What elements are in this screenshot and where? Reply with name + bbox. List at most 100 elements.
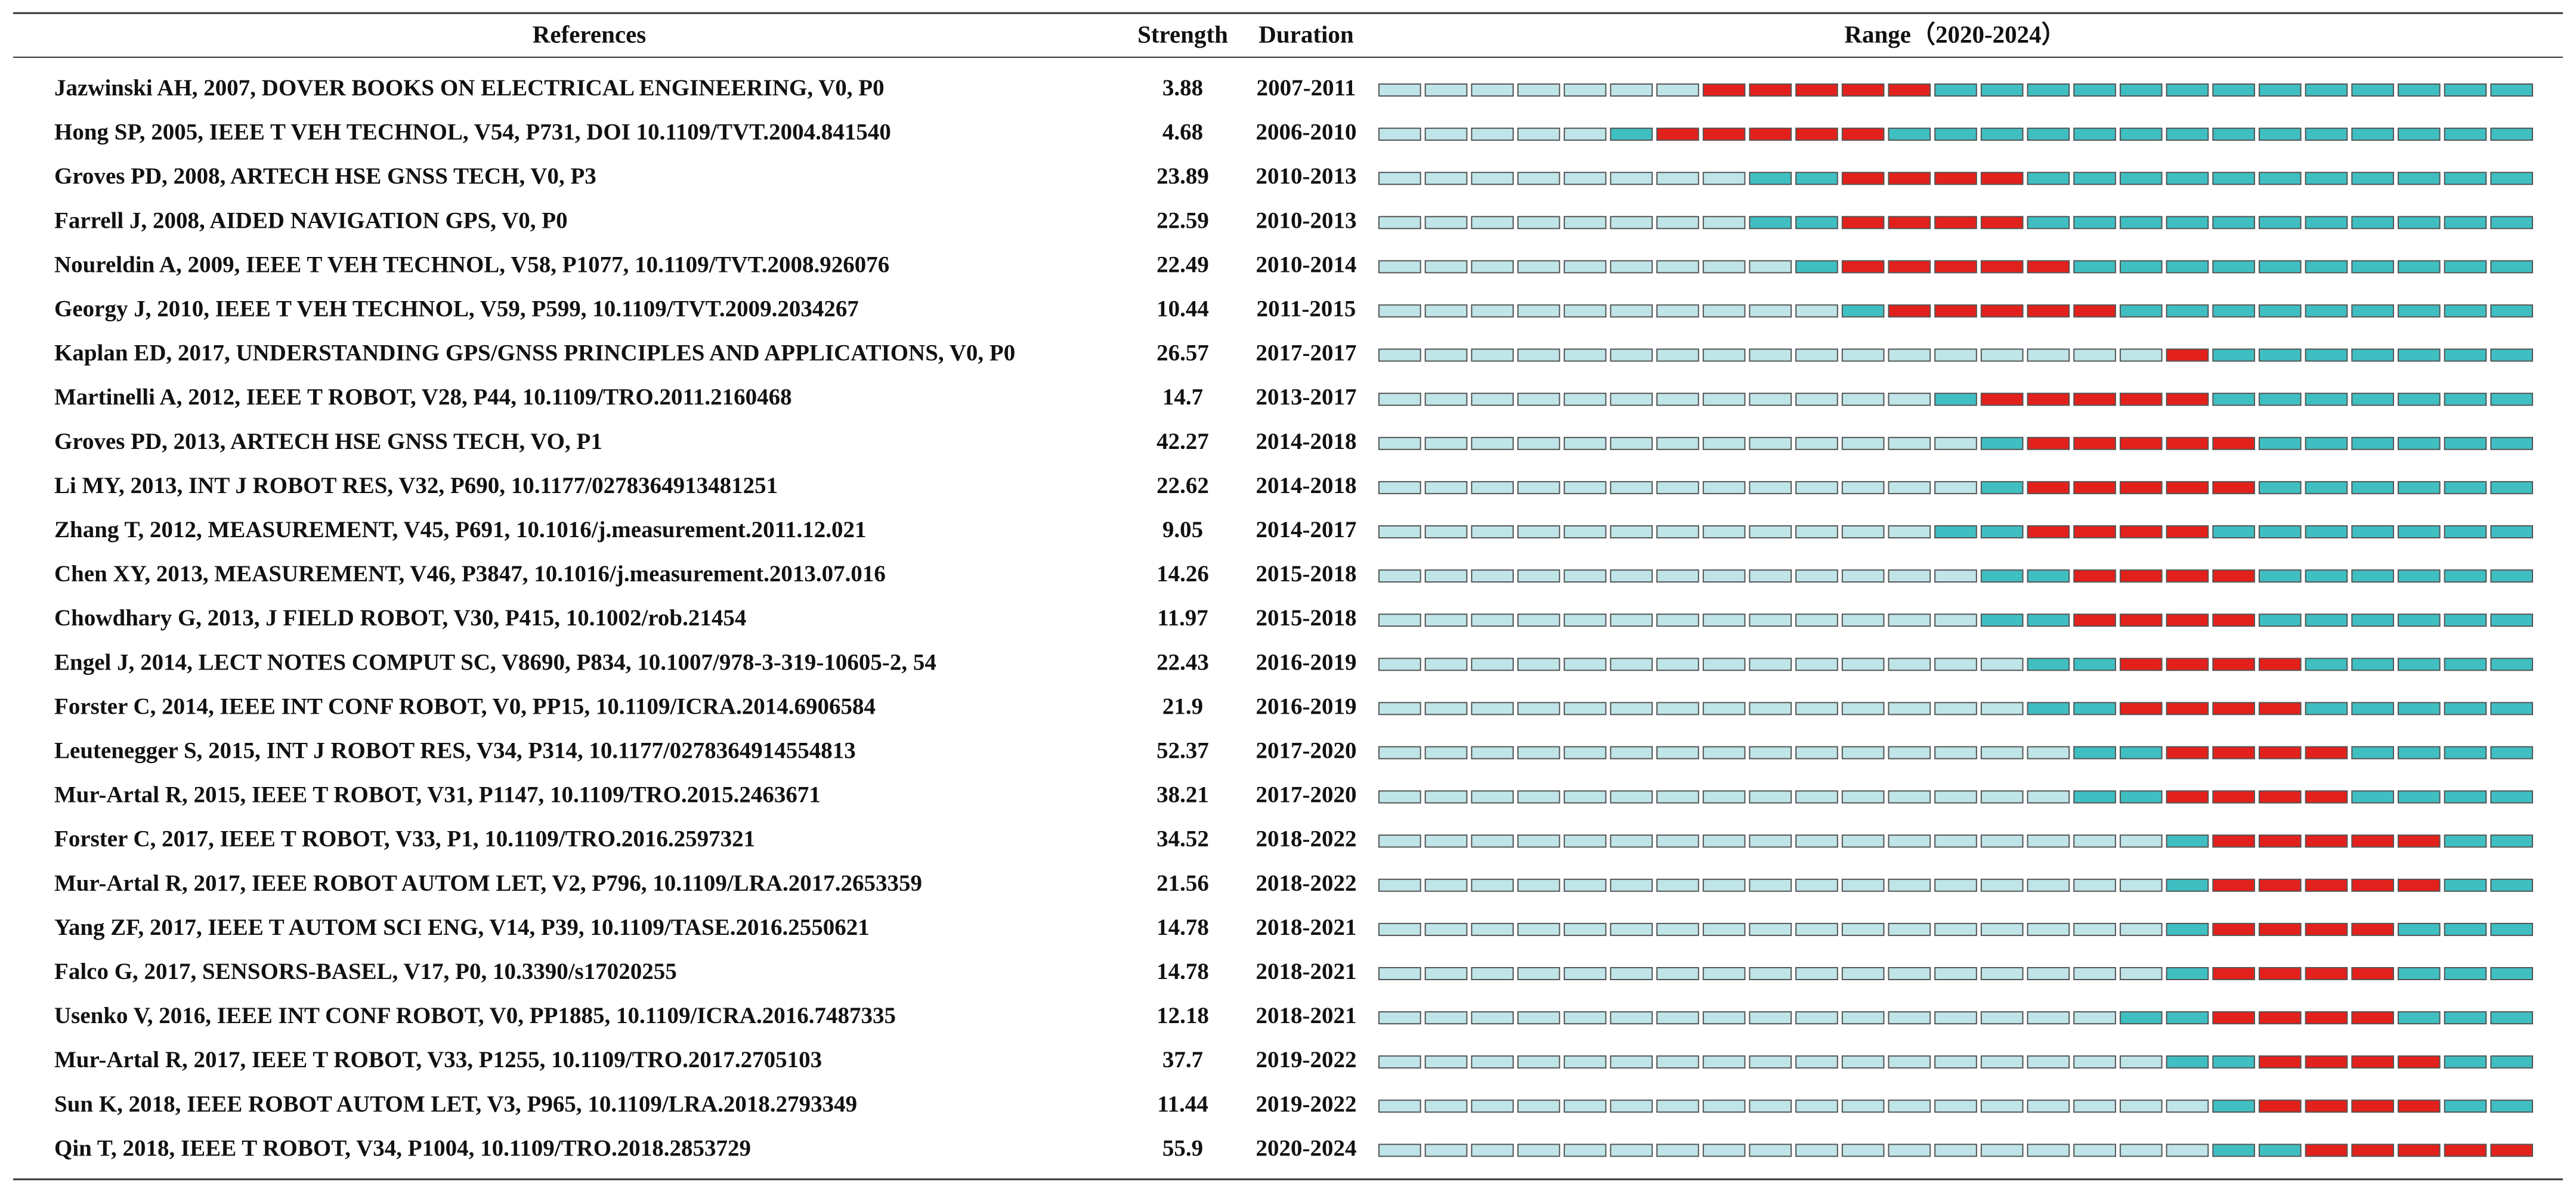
year-segment [1471, 348, 1514, 362]
year-segment [2212, 392, 2255, 406]
year-segment [1888, 1055, 1931, 1069]
year-segment [2351, 614, 2394, 627]
year-segment [1471, 260, 1514, 274]
year-segment [1888, 658, 1931, 671]
year-segment [2258, 128, 2302, 141]
year-segment [1424, 967, 1468, 980]
burst-segment [2027, 392, 2070, 406]
reference: Chowdhary G, 2013, J FIELD ROBOT, V30, P… [54, 605, 746, 631]
burst-segment [2212, 790, 2255, 804]
year-segment [1563, 967, 1607, 980]
year-segment [2397, 392, 2441, 406]
year-segment [1656, 216, 1699, 230]
year-segment [1424, 614, 1468, 627]
burst-segment [2305, 1011, 2348, 1025]
year-segment [2212, 128, 2255, 141]
year-segment [1841, 790, 1885, 804]
year-segment [1378, 260, 1421, 274]
year-segment [1656, 834, 1699, 848]
year-segment [1471, 746, 1514, 760]
year-segment [1702, 1055, 1746, 1069]
year-segment [2073, 1144, 2116, 1157]
year-segment [1610, 1144, 1653, 1157]
burst-segment [2258, 746, 2302, 760]
year-segment [1841, 967, 1885, 980]
year-segment [1517, 922, 1560, 936]
burst-segment [1980, 304, 2024, 318]
year-segment [1656, 1144, 1699, 1157]
year-segment [1424, 525, 1468, 538]
year-segment [2166, 878, 2209, 892]
reference: Martinelli A, 2012, IEEE T ROBOT, V28, P… [54, 385, 792, 410]
year-segment [1934, 569, 1977, 583]
burst-segment [2305, 1055, 2348, 1069]
burst-segment [2258, 790, 2302, 804]
year-segment [1563, 172, 1607, 185]
year-segment [1424, 83, 1468, 97]
strength: 14.78 [1156, 915, 1209, 940]
year-segment [1517, 128, 1560, 141]
year-segment [1610, 614, 1653, 627]
burst-segment [2351, 1055, 2394, 1069]
burst-segment [2258, 1099, 2302, 1113]
burst-segment [2166, 392, 2209, 406]
year-segment [2119, 878, 2163, 892]
year-segment [1656, 348, 1699, 362]
year-segment [1888, 525, 1931, 538]
year-segment [1517, 392, 1560, 406]
year-segment [2119, 1011, 2163, 1025]
strength: 22.62 [1156, 473, 1209, 498]
year-segment [2444, 172, 2487, 185]
reference: Noureldin A, 2009, IEEE T VEH TECHNOL, V… [54, 252, 889, 277]
year-segment [1888, 834, 1931, 848]
reference: Sun K, 2018, IEEE ROBOT AUTOM LET, V3, P… [54, 1091, 857, 1117]
year-segment [1471, 436, 1514, 450]
year-segment [2444, 569, 2487, 583]
year-segment [2397, 436, 2441, 450]
year-segment [1888, 392, 1931, 406]
burst-segment [2073, 481, 2116, 494]
burst-segment [2212, 702, 2255, 715]
strength: 9.05 [1162, 517, 1203, 543]
year-segment [1702, 790, 1746, 804]
year-segment [1795, 1055, 1838, 1069]
year-segment [1563, 1099, 1607, 1113]
burst-segment [2073, 614, 2116, 627]
strength: 34.52 [1156, 826, 1209, 852]
year-segment [1563, 128, 1607, 141]
year-segment [1749, 260, 1792, 274]
duration: 2010-2014 [1256, 252, 1357, 277]
duration: 2018-2021 [1256, 959, 1357, 984]
year-segment [2444, 614, 2487, 627]
year-segment [1517, 1055, 1560, 1069]
burst-segment [2212, 746, 2255, 760]
burst-segment [2305, 1099, 2348, 1113]
year-segment [2444, 128, 2487, 141]
year-segment [1888, 702, 1931, 715]
year-segment [1471, 1099, 1514, 1113]
burst-segment [2119, 525, 2163, 538]
year-segment [2212, 260, 2255, 274]
year-segment [2027, 1011, 2070, 1025]
year-segment [1702, 702, 1746, 715]
burst-segment [2258, 1011, 2302, 1025]
burst-segment [2119, 614, 2163, 627]
reference: Zhang T, 2012, MEASUREMENT, V45, P691, 1… [54, 517, 866, 543]
year-segment [1424, 746, 1468, 760]
year-segment [1656, 614, 1699, 627]
year-segment [1980, 1099, 2024, 1113]
year-segment [2490, 260, 2533, 274]
year-segment [1424, 790, 1468, 804]
year-segment [1424, 436, 1468, 450]
burst-segment [2119, 658, 2163, 671]
year-segment [2119, 348, 2163, 362]
burst-segment [2119, 481, 2163, 494]
burst-segment [2305, 922, 2348, 936]
year-segment [1980, 878, 2024, 892]
year-segment [1378, 967, 1421, 980]
year-segment [1378, 1099, 1421, 1113]
year-segment [1610, 392, 1653, 406]
year-segment [1471, 172, 1514, 185]
year-segment [2444, 260, 2487, 274]
burst-segment [2397, 1099, 2441, 1113]
